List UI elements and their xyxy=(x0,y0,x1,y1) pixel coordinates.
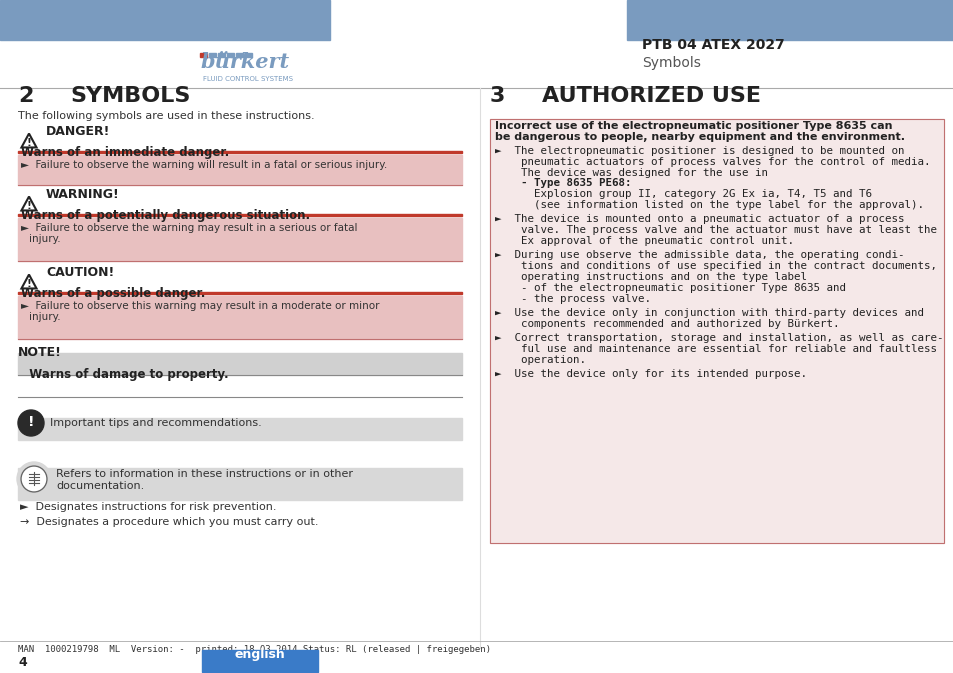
Text: WARNING!: WARNING! xyxy=(46,188,120,201)
Bar xyxy=(245,53,252,57)
Bar xyxy=(18,296,461,339)
Text: operation.: operation. xyxy=(495,355,585,365)
Text: ►  Designates instructions for risk prevention.: ► Designates instructions for risk preve… xyxy=(20,502,276,512)
Text: ►  The device is mounted onto a pneumatic actuator of a process: ► The device is mounted onto a pneumatic… xyxy=(495,214,903,224)
Text: DANGER!: DANGER! xyxy=(46,125,111,138)
Bar xyxy=(18,353,461,375)
Text: AUTHORIZED USE: AUTHORIZED USE xyxy=(541,86,760,106)
Text: - Type 8635 PE68:: - Type 8635 PE68: xyxy=(495,178,631,188)
Text: valve. The process valve and the actuator must have at least the: valve. The process valve and the actuato… xyxy=(495,225,936,235)
Text: PTB 04 ATEX 2027: PTB 04 ATEX 2027 xyxy=(641,38,784,52)
Text: ful use and maintenance are essential for reliable and faultless: ful use and maintenance are essential fo… xyxy=(495,344,936,354)
Text: Incorrect use of the electropneumatic positioner Type 8635 can: Incorrect use of the electropneumatic po… xyxy=(495,121,892,131)
Text: 4: 4 xyxy=(18,656,27,669)
Bar xyxy=(235,53,243,57)
Bar xyxy=(227,53,233,57)
Text: 3: 3 xyxy=(490,86,505,106)
Bar xyxy=(209,53,215,57)
Text: Warns of damage to property.: Warns of damage to property. xyxy=(21,368,229,381)
Bar xyxy=(18,292,461,294)
Text: CAUTION!: CAUTION! xyxy=(46,266,114,279)
Text: ►  Use the device only in conjunction with third-party devices and: ► Use the device only in conjunction wit… xyxy=(495,308,923,318)
Text: →  Designates a procedure which you must carry out.: → Designates a procedure which you must … xyxy=(20,517,318,527)
Circle shape xyxy=(18,410,44,436)
Text: Important tips and recommendations.: Important tips and recommendations. xyxy=(50,418,261,428)
Bar xyxy=(218,53,225,57)
Text: injury.: injury. xyxy=(29,234,61,244)
Text: components recommended and authorized by Bürkert.: components recommended and authorized by… xyxy=(495,319,839,329)
Bar xyxy=(626,0,953,40)
Text: ►  The electropneumatic positioner is designed to be mounted on: ► The electropneumatic positioner is des… xyxy=(495,146,903,156)
Text: !: ! xyxy=(27,201,31,211)
Bar xyxy=(202,650,317,672)
Text: operating instructions and on the type label: operating instructions and on the type l… xyxy=(495,272,806,282)
Text: The device was designed for the use in: The device was designed for the use in xyxy=(495,168,767,178)
Bar xyxy=(18,218,461,261)
Text: ►  Failure to observe this warning may result in a moderate or minor: ► Failure to observe this warning may re… xyxy=(21,301,379,311)
Text: (see information listed on the type label for the approval).: (see information listed on the type labe… xyxy=(495,200,923,210)
Text: be dangerous to people, nearby equipment and the environment.: be dangerous to people, nearby equipment… xyxy=(495,132,904,142)
Text: ►  Failure to observe the warning may result in a serious or fatal: ► Failure to observe the warning may res… xyxy=(21,223,357,233)
Text: ►  Failure to observe the warning will result in a fatal or serious injury.: ► Failure to observe the warning will re… xyxy=(21,160,387,170)
Bar xyxy=(18,151,461,153)
Text: Warns of an immediate danger.: Warns of an immediate danger. xyxy=(21,146,229,159)
Bar xyxy=(490,119,943,543)
Text: english: english xyxy=(234,648,285,661)
Text: Warns of a possible danger.: Warns of a possible danger. xyxy=(21,287,205,300)
Text: injury.: injury. xyxy=(29,312,61,322)
Text: Warns of a potentially dangerous situation.: Warns of a potentially dangerous situati… xyxy=(21,209,310,222)
Text: ►  During use observe the admissible data, the operating condi-: ► During use observe the admissible data… xyxy=(495,250,903,260)
Circle shape xyxy=(21,466,47,492)
Text: Refers to information in these instructions or in other: Refers to information in these instructi… xyxy=(56,469,353,479)
Text: Explosion group II, category 2G Ex ia, T4, T5 and T6: Explosion group II, category 2G Ex ia, T… xyxy=(495,189,871,199)
Bar xyxy=(0,0,330,40)
Text: !: ! xyxy=(28,415,34,429)
Text: tions and conditions of use specified in the contract documents,: tions and conditions of use specified in… xyxy=(495,261,936,271)
Text: pneumatic actuators of process valves for the control of media.: pneumatic actuators of process valves fo… xyxy=(495,157,929,167)
Bar xyxy=(18,418,461,440)
Text: !: ! xyxy=(27,138,31,148)
Text: bürkert: bürkert xyxy=(200,52,289,72)
Text: - of the electropneumatic positioner Type 8635 and: - of the electropneumatic positioner Typ… xyxy=(495,283,845,293)
Text: ►  Use the device only for its intended purpose.: ► Use the device only for its intended p… xyxy=(495,369,806,379)
Text: documentation.: documentation. xyxy=(56,481,144,491)
Bar xyxy=(18,468,461,500)
Text: ►  Correct transportation, storage and installation, as well as care-: ► Correct transportation, storage and in… xyxy=(495,333,943,343)
Text: NOTE!: NOTE! xyxy=(18,346,62,359)
Bar xyxy=(18,155,461,185)
Text: Ex approval of the pneumatic control unit.: Ex approval of the pneumatic control uni… xyxy=(495,236,793,246)
Text: 2: 2 xyxy=(18,86,33,106)
Text: The following symbols are used in these instructions.: The following symbols are used in these … xyxy=(18,111,314,121)
Bar xyxy=(18,214,461,216)
Text: Symbols: Symbols xyxy=(641,56,700,70)
Text: !: ! xyxy=(27,279,31,289)
Bar xyxy=(200,53,207,57)
Text: SYMBOLS: SYMBOLS xyxy=(70,86,191,106)
Text: - the process valve.: - the process valve. xyxy=(495,294,650,304)
Circle shape xyxy=(17,462,51,496)
Text: FLUID CONTROL SYSTEMS: FLUID CONTROL SYSTEMS xyxy=(203,76,293,82)
Bar xyxy=(490,119,943,543)
Text: MAN  1000219798  ML  Version: -  printed: 18.03.2014 Status: RL (released | frei: MAN 1000219798 ML Version: - printed: 18… xyxy=(18,645,491,654)
